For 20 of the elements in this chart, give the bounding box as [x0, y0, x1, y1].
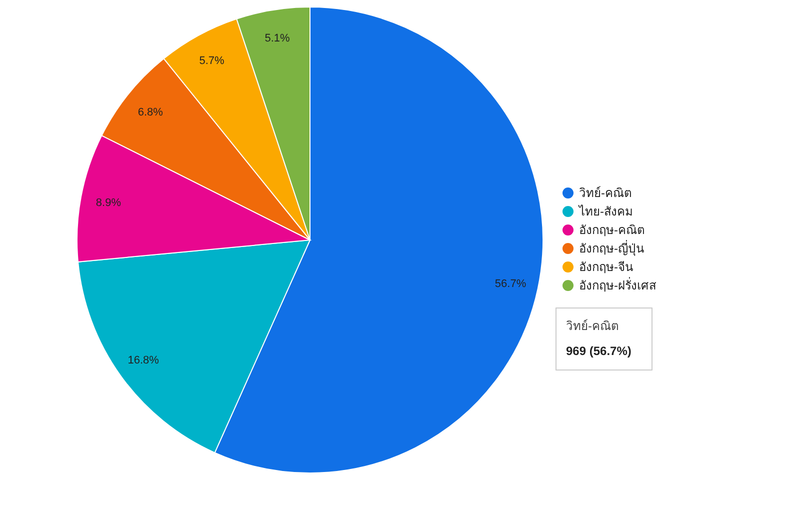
legend-item: อังกฤษ-ฝรั่งเศส — [562, 278, 656, 292]
legend-label: อังกฤษ-ฝรั่งเศส — [579, 276, 657, 292]
legend-label: วิทย์-คณิต — [579, 186, 632, 200]
legend-label: อังกฤษ-จีน — [579, 260, 633, 274]
legend-label: ไทย-สังคม — [578, 204, 633, 218]
data-label: 5.7% — [199, 55, 225, 68]
data-label: 6.8% — [138, 106, 164, 118]
text: 969 (56.7%) — [566, 344, 632, 358]
data-label: 56.7% — [494, 278, 526, 290]
legend-item: อังกฤษ-คณิต — [562, 223, 645, 237]
legend-label: อังกฤษ-คณิต — [579, 223, 645, 237]
legend-item: ไทย-สังคม — [562, 204, 633, 218]
legend-item: อังกฤษ-ญี่ปุ่น — [562, 242, 644, 256]
data-label: 5.1% — [264, 32, 290, 45]
legend-item: อังกฤษ-จีน — [562, 260, 633, 274]
text: วิทย์-คณิต — [566, 319, 619, 333]
legend-label: อังกฤษ-ญี่ปุ่น — [579, 240, 644, 256]
data-label: 16.8% — [128, 354, 160, 366]
data-label: 8.9% — [96, 197, 122, 210]
legend-item: วิทย์-คณิต — [562, 186, 632, 200]
